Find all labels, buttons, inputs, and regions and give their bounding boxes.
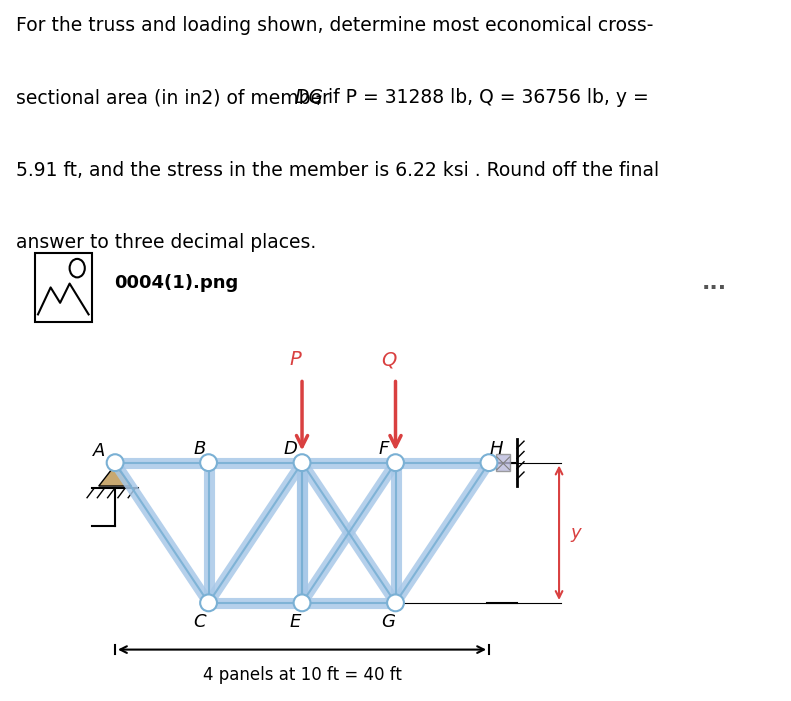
Text: E: E <box>290 613 301 631</box>
Text: 5.91 ft, and the stress in the member is 6.22 ksi . Round off the final: 5.91 ft, and the stress in the member is… <box>16 161 659 180</box>
Text: G: G <box>381 613 396 631</box>
Text: answer to three decimal places.: answer to three decimal places. <box>16 233 316 252</box>
Circle shape <box>387 594 404 611</box>
Polygon shape <box>99 465 131 486</box>
Text: sectional area (in in2) of member: sectional area (in in2) of member <box>16 88 335 107</box>
Text: , if P = 31288 lb, Q = 36756 lb, y =: , if P = 31288 lb, Q = 36756 lb, y = <box>316 88 649 107</box>
Text: y: y <box>571 524 581 542</box>
Text: P: P <box>290 350 301 369</box>
Text: 4 panels at 10 ft = 40 ft: 4 panels at 10 ft = 40 ft <box>202 666 402 684</box>
Text: A: A <box>93 442 105 460</box>
Text: 0004(1).png: 0004(1).png <box>115 273 239 292</box>
Text: D: D <box>283 440 297 458</box>
Circle shape <box>200 594 217 611</box>
Text: H: H <box>489 440 503 458</box>
Circle shape <box>481 454 498 471</box>
Circle shape <box>293 594 310 611</box>
Circle shape <box>200 454 217 471</box>
Text: Q: Q <box>380 350 396 369</box>
Circle shape <box>293 454 310 471</box>
Bar <box>496 454 510 471</box>
Text: F: F <box>379 440 389 458</box>
Text: DG: DG <box>294 88 324 107</box>
Text: B: B <box>193 440 206 458</box>
Text: ...: ... <box>702 273 727 292</box>
Circle shape <box>107 454 123 471</box>
Text: C: C <box>193 613 206 631</box>
Circle shape <box>387 454 404 471</box>
Text: For the truss and loading shown, determine most economical cross-: For the truss and loading shown, determi… <box>16 16 653 35</box>
